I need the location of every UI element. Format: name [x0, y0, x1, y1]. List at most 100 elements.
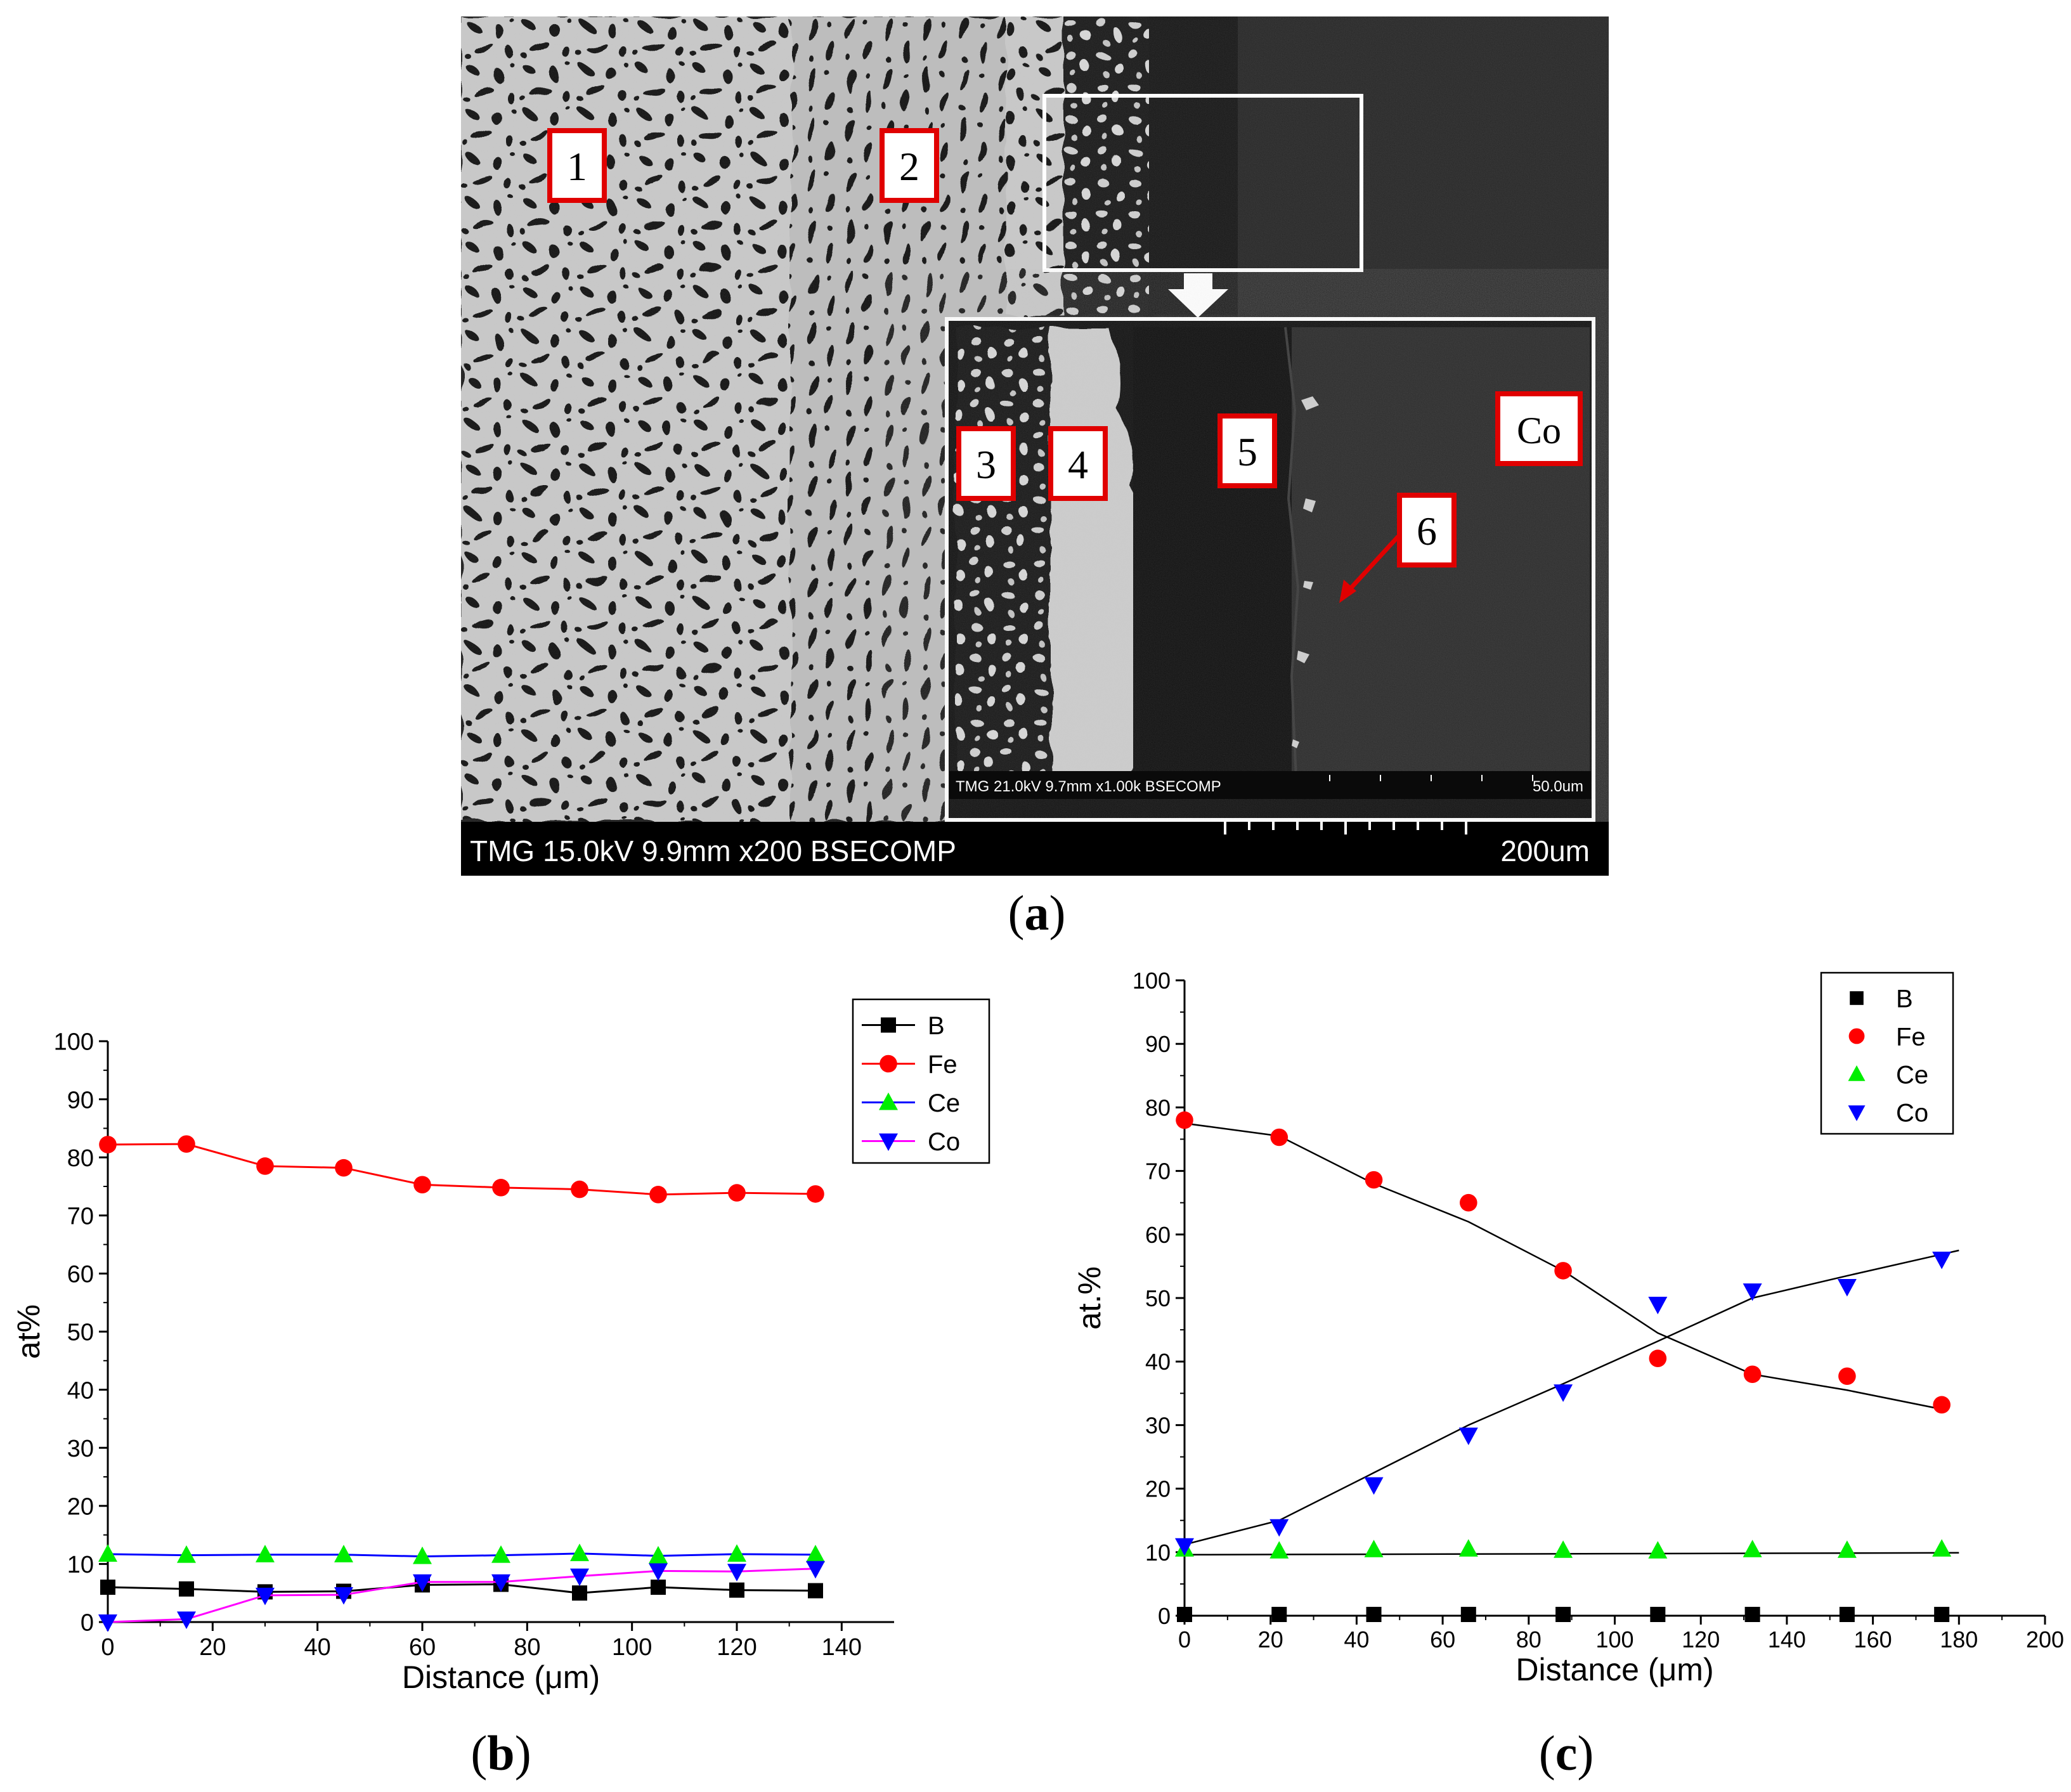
legend-label: Ce	[1896, 1061, 1928, 1089]
series-ce-line	[107, 1552, 816, 1557]
region-label-2: 2	[880, 128, 939, 203]
series-co-point	[1648, 1297, 1668, 1315]
x-tick-label: 40	[1344, 1626, 1369, 1652]
series-fe	[99, 1135, 824, 1204]
series-fe-point	[807, 1185, 824, 1203]
series-fe-point	[335, 1159, 353, 1177]
series-b-point	[808, 1583, 823, 1599]
series-co-point	[1837, 1278, 1857, 1297]
series-b-point	[1177, 1606, 1192, 1622]
legend-label: Co	[928, 1128, 960, 1156]
legend-marker	[1848, 1028, 1865, 1044]
y-tick-label: 40	[67, 1377, 94, 1404]
series-co-point	[256, 1587, 275, 1606]
legend-item-co: Co	[862, 1128, 960, 1156]
series-b-point	[1555, 1606, 1571, 1622]
legend-marker	[881, 1017, 896, 1033]
series-ce	[98, 1543, 825, 1564]
series-ce-point	[727, 1544, 746, 1562]
legend-marker	[1850, 991, 1864, 1005]
series-co-point	[1175, 1538, 1194, 1556]
series-fe-point	[1365, 1171, 1383, 1189]
series-fe-point	[649, 1186, 667, 1204]
series-ce-point	[177, 1545, 196, 1563]
series-ce-point	[1269, 1541, 1289, 1559]
y-tick-label: 0	[1158, 1603, 1171, 1629]
series-fe-point	[256, 1157, 274, 1175]
series-fe-point	[1176, 1111, 1193, 1129]
series-co-point	[1743, 1283, 1762, 1301]
x-tick-label: 40	[304, 1634, 331, 1661]
series-b-point	[729, 1582, 744, 1598]
series-ce-fit-line	[1184, 1552, 1959, 1556]
legend-item-b: B	[1850, 985, 1913, 1013]
legend-marker	[1848, 1105, 1866, 1122]
series-fe-point	[1743, 1365, 1762, 1384]
series-fe-point	[571, 1180, 588, 1198]
series-b-point	[1839, 1606, 1855, 1622]
series-co-point	[1458, 1427, 1478, 1446]
series-b-point	[572, 1585, 587, 1601]
series-fe-point	[178, 1135, 195, 1153]
sem-micrograph: TMG 21.0kV 9.7mm x1.00k BSECOMP 50.0um 1…	[461, 16, 1609, 876]
y-tick-label: 60	[67, 1261, 94, 1288]
x-tick-label: 0	[1178, 1626, 1191, 1652]
series-b-point	[179, 1581, 194, 1597]
series-b-line	[107, 1583, 816, 1594]
x-tick-label: 0	[101, 1634, 114, 1661]
series-ce-point	[649, 1545, 668, 1564]
legend-item-ce: Ce	[1848, 1061, 1928, 1089]
series-fe	[1176, 1111, 1951, 1414]
y-axis-label: at%	[11, 1304, 46, 1359]
series-co-point	[727, 1564, 746, 1581]
inset-footer-text: TMG 21.0kV 9.7mm x1.00k BSECOMP	[956, 778, 1221, 795]
legend-item-b: B	[862, 1012, 945, 1040]
series-ce-point	[1554, 1540, 1573, 1558]
x-tick-label: 60	[1430, 1626, 1455, 1652]
red-arrow-icon	[1347, 535, 1400, 592]
legend-item-ce: Ce	[862, 1089, 960, 1117]
region-label-1: 1	[547, 128, 607, 203]
inset-scale-text: 50.0um	[1533, 778, 1583, 795]
series-b	[1177, 1606, 1959, 1622]
series-b-point	[1650, 1606, 1666, 1622]
series-fe-point	[413, 1176, 431, 1194]
y-tick-label: 50	[1145, 1285, 1171, 1311]
region-label-5: 5	[1217, 413, 1277, 488]
x-tick-label: 20	[199, 1634, 226, 1661]
legend-label: B	[928, 1012, 945, 1040]
series-co-point	[177, 1611, 196, 1630]
x-tick-label: 20	[1258, 1626, 1283, 1652]
series-co-point	[413, 1574, 432, 1592]
selection-box	[1042, 94, 1363, 272]
series-b	[100, 1576, 823, 1601]
legend-item-co: Co	[1848, 1099, 1928, 1127]
y-tick-label: 30	[1145, 1412, 1171, 1438]
sem-inset: TMG 21.0kV 9.7mm x1.00k BSECOMP 50.0um	[945, 317, 1595, 822]
series-co-point	[649, 1563, 668, 1581]
series-co-point	[98, 1614, 117, 1632]
legend-label: Ce	[928, 1089, 960, 1117]
legend-marker	[879, 1092, 898, 1110]
legend-label: B	[1896, 985, 1913, 1013]
series-ce-point	[256, 1545, 275, 1562]
x-tick-label: 100	[1595, 1626, 1633, 1652]
series-ce-point	[491, 1545, 510, 1563]
region-label-4: 4	[1048, 426, 1108, 501]
y-tick-label: 100	[1133, 968, 1171, 994]
series-fe-point	[1933, 1396, 1951, 1414]
series-co	[1175, 1249, 1959, 1556]
series-fe-point	[1270, 1128, 1289, 1146]
panel-c-caption: (c)	[1538, 1725, 1594, 1781]
region-label-6: 6	[1397, 493, 1457, 568]
legend-marker	[1848, 1065, 1866, 1081]
x-tick-label: 120	[717, 1634, 756, 1661]
series-co-point	[491, 1574, 510, 1592]
chart-c: 0 20 40 60 80 100 120 140 160 180 200 0 10 20 30 40 50 60…	[1072, 968, 2064, 1687]
y-tick-label: 90	[67, 1087, 94, 1114]
series-co-point	[1554, 1384, 1573, 1402]
legend-box	[1820, 971, 1954, 1135]
legend-label: Co	[1896, 1099, 1928, 1127]
x-tick-label: 120	[1682, 1626, 1720, 1652]
legend: B Fe Ce Co	[1820, 971, 1954, 1135]
